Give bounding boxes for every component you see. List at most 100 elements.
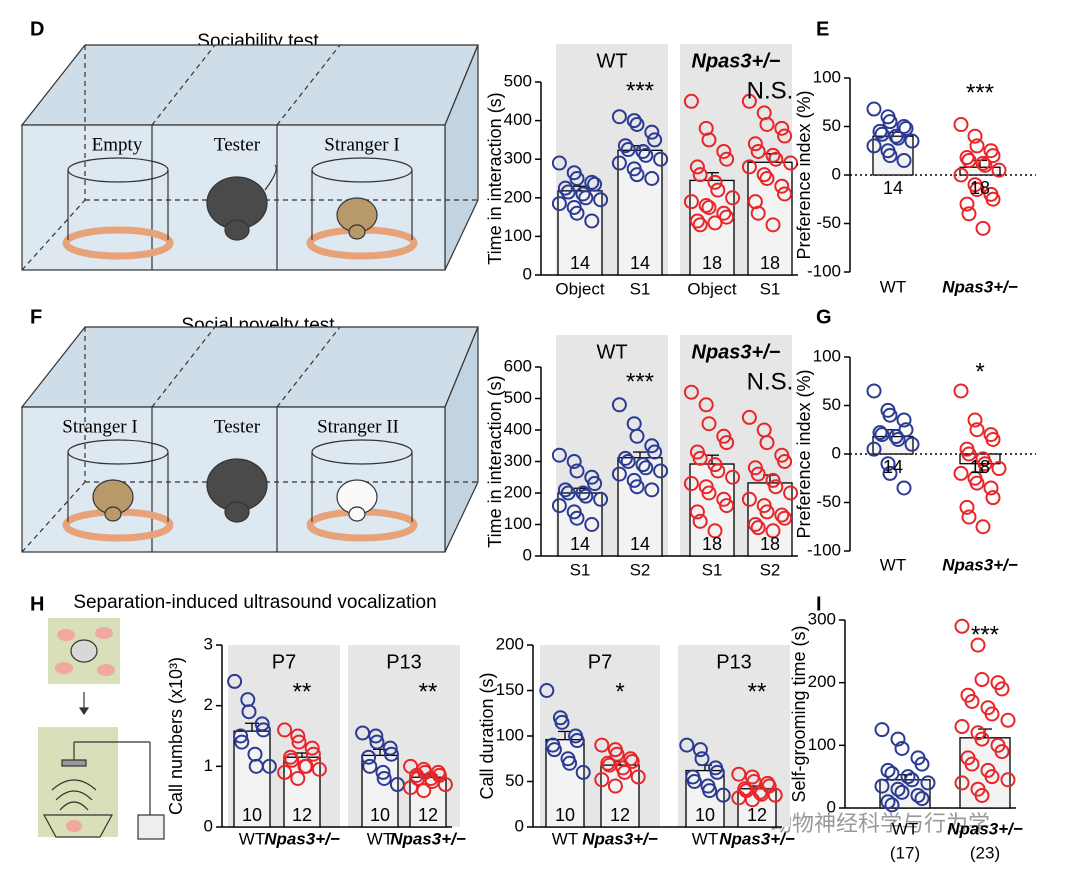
group-label: P13 bbox=[716, 651, 752, 673]
data-point bbox=[557, 482, 573, 498]
data-point bbox=[692, 167, 708, 183]
data-point bbox=[290, 770, 306, 786]
y-tick-label: 0 bbox=[523, 545, 532, 564]
data-point bbox=[985, 490, 1001, 506]
data-point bbox=[587, 176, 603, 192]
data-point bbox=[741, 491, 757, 507]
data-point bbox=[994, 681, 1010, 697]
data-point bbox=[1000, 772, 1016, 788]
data-point bbox=[985, 191, 1001, 207]
x-tick-label: WT bbox=[880, 555, 906, 574]
data-point bbox=[765, 523, 781, 539]
data-point bbox=[904, 133, 920, 149]
panel-labels: D E F G H I bbox=[30, 18, 832, 615]
y-tick-label: 100 bbox=[813, 67, 841, 86]
group-label: Npas3+/− bbox=[692, 341, 781, 363]
data-point bbox=[725, 469, 741, 485]
y-tick-label: 0 bbox=[515, 816, 524, 835]
data-point bbox=[290, 728, 306, 744]
data-point bbox=[617, 450, 633, 466]
data-point bbox=[880, 456, 896, 472]
data-point bbox=[888, 128, 904, 144]
data-point bbox=[882, 114, 898, 130]
data-point bbox=[747, 136, 763, 152]
x-tick-label: S1 bbox=[760, 279, 781, 298]
data-point bbox=[756, 167, 772, 183]
data-point bbox=[630, 769, 646, 785]
n-label: 14 bbox=[883, 457, 903, 477]
data-point bbox=[653, 463, 669, 479]
data-point bbox=[953, 383, 969, 399]
data-point bbox=[689, 504, 705, 520]
n-label: 12 bbox=[747, 805, 767, 825]
x-tick-label: Npas3+/− bbox=[942, 555, 1018, 574]
data-point bbox=[716, 143, 732, 159]
significance: *** bbox=[626, 77, 654, 104]
data-point bbox=[551, 447, 567, 463]
data-point bbox=[910, 787, 926, 803]
significance: *** bbox=[966, 79, 994, 106]
data-point bbox=[284, 752, 300, 768]
data-point bbox=[692, 513, 708, 529]
x-tick-label: WT bbox=[552, 829, 578, 848]
y-tick-label: 100 bbox=[808, 735, 836, 754]
data-point bbox=[584, 517, 600, 532]
n-label: 10 bbox=[695, 805, 715, 825]
y-tick-label: 100 bbox=[496, 725, 524, 744]
data-point bbox=[725, 190, 741, 206]
data-point bbox=[254, 716, 270, 732]
data-point bbox=[683, 476, 699, 492]
data-point bbox=[575, 764, 591, 780]
data-point bbox=[719, 498, 735, 514]
data-point bbox=[551, 196, 567, 212]
y-tick-label: 2 bbox=[204, 695, 213, 714]
significance: ** bbox=[748, 678, 767, 705]
x-tick-label: S2 bbox=[630, 560, 651, 579]
data-point bbox=[629, 479, 645, 495]
data-point bbox=[750, 466, 766, 482]
data-point bbox=[689, 159, 705, 175]
y-tick-label: 1 bbox=[204, 756, 213, 775]
data-point bbox=[601, 757, 617, 773]
data-point bbox=[719, 209, 735, 225]
y-axis-label: Preference index (%) bbox=[794, 369, 814, 538]
n-label: 14 bbox=[883, 178, 903, 198]
data-point bbox=[261, 758, 277, 774]
social-novelty-diagram: Stranger I Tester Stranger II bbox=[20, 326, 479, 553]
x-tick-label: Object bbox=[687, 279, 736, 298]
data-point bbox=[985, 431, 1001, 447]
data-point bbox=[575, 186, 591, 202]
n-label: 12 bbox=[610, 805, 630, 825]
data-point bbox=[383, 746, 399, 762]
panel-label: D bbox=[30, 18, 44, 40]
y-axis-label: Preference index (%) bbox=[794, 90, 814, 259]
data-point bbox=[731, 766, 747, 782]
n-label: 14 bbox=[570, 534, 590, 554]
data-point bbox=[967, 412, 983, 428]
data-point bbox=[866, 441, 882, 457]
n-label: 18 bbox=[702, 534, 722, 554]
data-point bbox=[750, 520, 766, 536]
data-point bbox=[984, 706, 1000, 722]
data-point bbox=[710, 463, 726, 479]
panel-label: G bbox=[816, 306, 832, 328]
y-tick-label: 300 bbox=[504, 149, 532, 168]
data-point bbox=[635, 143, 651, 159]
x-tick-label: WT bbox=[367, 829, 393, 848]
data-point bbox=[686, 774, 702, 789]
data-point bbox=[969, 475, 985, 491]
data-point bbox=[765, 217, 781, 233]
data-point bbox=[617, 764, 633, 780]
data-point bbox=[884, 766, 900, 782]
y-tick-label: 50 bbox=[505, 771, 524, 790]
data-point bbox=[750, 143, 766, 159]
data-point bbox=[954, 618, 970, 634]
data-point bbox=[620, 142, 636, 158]
data-point bbox=[607, 778, 623, 794]
data-point bbox=[774, 178, 790, 194]
data-point bbox=[277, 764, 293, 780]
data-point bbox=[866, 383, 882, 399]
data-point bbox=[593, 491, 609, 507]
data-point bbox=[741, 93, 757, 109]
